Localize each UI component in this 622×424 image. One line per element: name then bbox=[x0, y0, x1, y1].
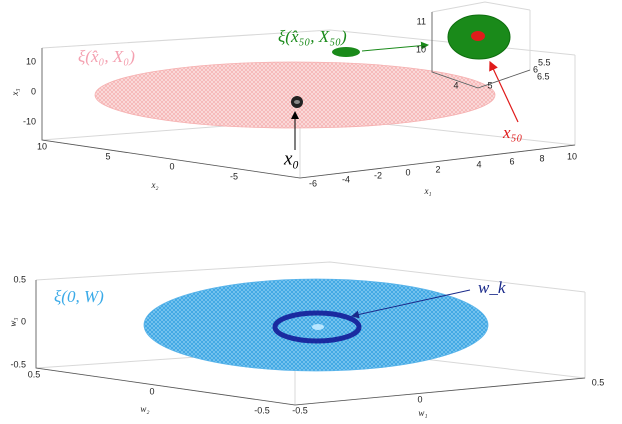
tick-label: -0.5 bbox=[254, 405, 270, 415]
annotation: x₀ bbox=[283, 148, 299, 169]
axis-label: x₂ bbox=[150, 180, 158, 190]
top-panel: 11 10 5.5 6 6.5 4 5 10 0 -10 x₃ 10 5 0 -… bbox=[10, 1, 577, 196]
tick-label: 4 bbox=[453, 80, 458, 90]
axis-label: w₂ bbox=[140, 404, 149, 414]
tick-label: 5 bbox=[487, 80, 492, 90]
arrow bbox=[351, 289, 471, 319]
tick-label: 10 bbox=[416, 44, 426, 54]
axis-label: x₁ bbox=[423, 186, 431, 196]
x50-cluster bbox=[471, 31, 485, 41]
tick-label: -10 bbox=[23, 116, 36, 126]
tick-label: 6 bbox=[533, 64, 538, 74]
axes bbox=[41, 48, 576, 179]
inset-axes bbox=[431, 12, 531, 89]
arrow bbox=[361, 41, 429, 52]
annotation: ξ(0, W) bbox=[54, 287, 104, 306]
annotation: ξ(x̂₀, X₀) bbox=[78, 47, 135, 66]
tick-label: -0.5 bbox=[10, 359, 26, 369]
x0-cluster bbox=[291, 96, 303, 108]
tick-label: 0 bbox=[21, 316, 26, 326]
tick-label: -5 bbox=[230, 171, 238, 181]
annotation: w_k bbox=[478, 278, 506, 297]
tick-label: 0 bbox=[31, 86, 36, 96]
tick-label: 0.5 bbox=[592, 377, 605, 387]
tick-label: 8 bbox=[539, 153, 544, 163]
axis-label: w₃ bbox=[8, 317, 18, 326]
final-set-small bbox=[332, 47, 360, 57]
arrow bbox=[489, 60, 519, 123]
tick-label: -2 bbox=[374, 170, 382, 180]
tick-label: 6.5 bbox=[537, 71, 550, 81]
tick-label: -0.5 bbox=[292, 405, 308, 415]
tick-label: 5.5 bbox=[538, 57, 551, 67]
tick-label: 11 bbox=[417, 16, 426, 26]
tick-label: 5 bbox=[105, 151, 110, 161]
tick-label: 10 bbox=[567, 151, 577, 161]
noise-ring bbox=[272, 310, 362, 344]
tick-label: 10 bbox=[37, 141, 47, 151]
center bbox=[312, 324, 324, 330]
tick-label: -4 bbox=[342, 174, 350, 184]
tick-label: 0.5 bbox=[13, 274, 26, 284]
tick-label: 0.5 bbox=[28, 369, 41, 379]
tick-label: 2 bbox=[435, 164, 440, 174]
bottom-panel: 0.5 0 -0.5 w₃ 0.5 0 -0.5 w₂ -0.5 0 0.5 w… bbox=[8, 261, 605, 418]
tick-label: 0 bbox=[405, 167, 410, 177]
tick-label: 0 bbox=[149, 386, 154, 396]
tick-label: 10 bbox=[26, 56, 36, 66]
axes bbox=[35, 280, 586, 406]
tick-label: 0 bbox=[169, 161, 174, 171]
annotation: x₅₀ bbox=[502, 123, 522, 142]
tick-label: 0 bbox=[417, 394, 422, 404]
axis-label: x₃ bbox=[10, 88, 20, 96]
tick-label: 6 bbox=[509, 156, 514, 166]
axis-label: w₁ bbox=[418, 408, 427, 418]
tick-label: 4 bbox=[476, 159, 481, 169]
annotation: ξ(x̂₅₀, X₅₀) bbox=[278, 27, 347, 46]
tick-label: -6 bbox=[309, 178, 317, 188]
